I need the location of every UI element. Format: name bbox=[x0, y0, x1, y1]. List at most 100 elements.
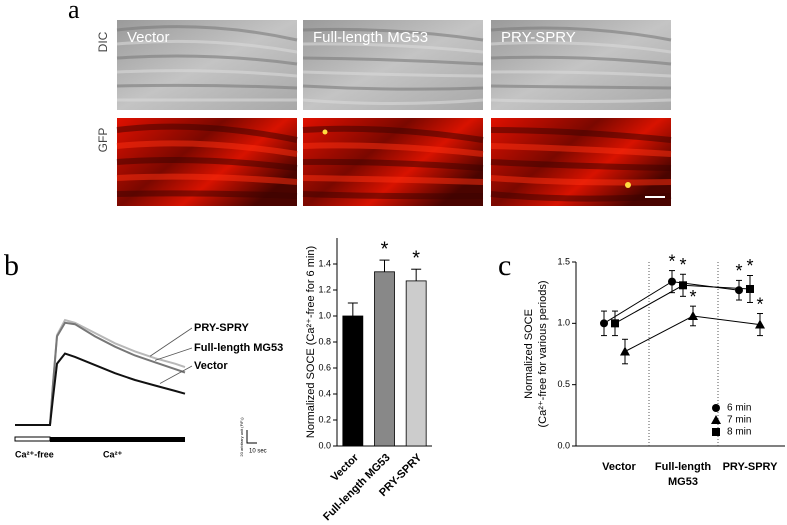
fiber-texture bbox=[302, 56, 484, 66]
trace bbox=[15, 352, 186, 426]
fiber-texture bbox=[490, 175, 672, 186]
fiber-texture bbox=[302, 98, 484, 105]
panel-label: b bbox=[4, 249, 19, 282]
fiber-texture bbox=[302, 191, 484, 200]
phase-label: Ca²⁺ bbox=[103, 449, 123, 459]
marker bbox=[735, 286, 743, 295]
fiber-texture bbox=[116, 25, 298, 42]
marker bbox=[688, 310, 698, 320]
y-axis-label: Normalized SOCE (Ca²⁺-free for 6 min) bbox=[305, 246, 317, 438]
fiber-texture bbox=[116, 54, 298, 66]
panel-label: a bbox=[68, 0, 80, 24]
bar bbox=[342, 315, 364, 447]
fiber-texture bbox=[302, 27, 484, 42]
bright-spot bbox=[322, 129, 328, 135]
scale-label: 10 sec bbox=[249, 449, 267, 455]
legend-label: 8 min bbox=[727, 427, 751, 438]
x-tick-label: PRY-SPRY bbox=[722, 461, 778, 473]
y-tick-label: 0.0 bbox=[557, 440, 570, 450]
significance: * bbox=[381, 238, 389, 260]
scale-bar bbox=[246, 430, 257, 444]
panel-label: c bbox=[498, 249, 511, 282]
fiber-texture bbox=[302, 42, 484, 54]
y-tick-label: 1.2 bbox=[318, 284, 331, 294]
bar bbox=[405, 280, 427, 447]
phase-label: Ca²⁺-free bbox=[15, 449, 54, 459]
fiber-texture bbox=[302, 125, 484, 143]
bright-spot bbox=[625, 182, 631, 188]
series-label: Vector bbox=[194, 360, 228, 372]
x-tick-label: Vector bbox=[602, 461, 636, 473]
marker bbox=[746, 284, 754, 293]
marker bbox=[712, 428, 720, 436]
leader-line bbox=[154, 347, 193, 361]
fiber-texture bbox=[116, 157, 298, 171]
y-tick-label: 0.4 bbox=[318, 388, 331, 398]
leader-line bbox=[149, 327, 193, 357]
phase-bar bbox=[14, 436, 51, 442]
x-tick-label: Full-length MG53 bbox=[654, 461, 712, 488]
y-tick-label: 0.8 bbox=[318, 336, 331, 346]
significance: * bbox=[679, 255, 686, 275]
phase-bar bbox=[50, 437, 185, 442]
fiber-texture bbox=[116, 123, 298, 143]
significance: * bbox=[412, 247, 420, 269]
marker bbox=[679, 281, 687, 290]
fiber-texture bbox=[490, 159, 672, 171]
marker bbox=[611, 319, 619, 328]
fiber-texture bbox=[490, 26, 672, 42]
column-label: Full-length MG53 bbox=[313, 29, 428, 46]
y-tick-label: 1.0 bbox=[557, 318, 570, 328]
column-label: PRY-SPRY bbox=[501, 29, 576, 46]
marker bbox=[711, 415, 721, 424]
fiber-texture bbox=[490, 55, 672, 66]
y-tick-label: 1.5 bbox=[557, 256, 570, 266]
marker bbox=[668, 277, 676, 286]
bar bbox=[374, 271, 395, 447]
y-tick-label: 1.4 bbox=[318, 258, 331, 268]
marker bbox=[712, 404, 720, 412]
fiber-texture bbox=[302, 158, 484, 171]
row-label: GFP bbox=[96, 128, 110, 153]
fiber-texture bbox=[116, 83, 298, 90]
row-label: DIC bbox=[96, 31, 110, 52]
leader-line bbox=[159, 365, 193, 384]
significance: * bbox=[735, 261, 742, 281]
fiber-texture bbox=[490, 143, 672, 157]
fiber-texture bbox=[302, 142, 484, 157]
series-label: PRY-SPRY bbox=[194, 322, 249, 334]
fiber-texture bbox=[116, 173, 298, 185]
y-tick-label: 0.5 bbox=[557, 379, 570, 389]
fiber-texture bbox=[116, 69, 298, 78]
legend-label: 6 min bbox=[727, 403, 751, 414]
significance: * bbox=[746, 256, 753, 276]
fiber-texture bbox=[116, 39, 298, 54]
y-tick-label: 1.0 bbox=[318, 310, 331, 320]
fiber-texture bbox=[490, 98, 672, 103]
scale-label: 20 arbitrary unit (F/F₀) bbox=[239, 417, 244, 457]
y-tick-label: 0.6 bbox=[318, 362, 331, 372]
significance: * bbox=[756, 294, 763, 314]
fiber-texture bbox=[490, 127, 672, 143]
fiber-texture bbox=[490, 84, 672, 90]
y-axis-label: (Ca²⁺-free for various periods) bbox=[537, 280, 549, 427]
fiber-texture bbox=[490, 41, 672, 54]
fiber-texture bbox=[302, 84, 484, 91]
significance: * bbox=[689, 287, 696, 307]
significance: * bbox=[668, 251, 675, 271]
legend-label: 7 min bbox=[727, 415, 751, 426]
fiber-texture bbox=[116, 140, 298, 157]
series-label: Full-length MG53 bbox=[194, 342, 283, 354]
fiber-texture bbox=[490, 70, 672, 78]
marker bbox=[600, 319, 608, 328]
marker bbox=[755, 319, 765, 329]
fiber-texture bbox=[116, 190, 298, 199]
trace bbox=[15, 321, 186, 426]
marker bbox=[620, 346, 630, 356]
y-axis-label: Normalized SOCE bbox=[523, 309, 535, 399]
trace bbox=[15, 318, 186, 426]
micrographs: Vector Full-length MG53 PRY-SPRY bbox=[116, 20, 672, 206]
column-label: Vector bbox=[127, 29, 170, 46]
